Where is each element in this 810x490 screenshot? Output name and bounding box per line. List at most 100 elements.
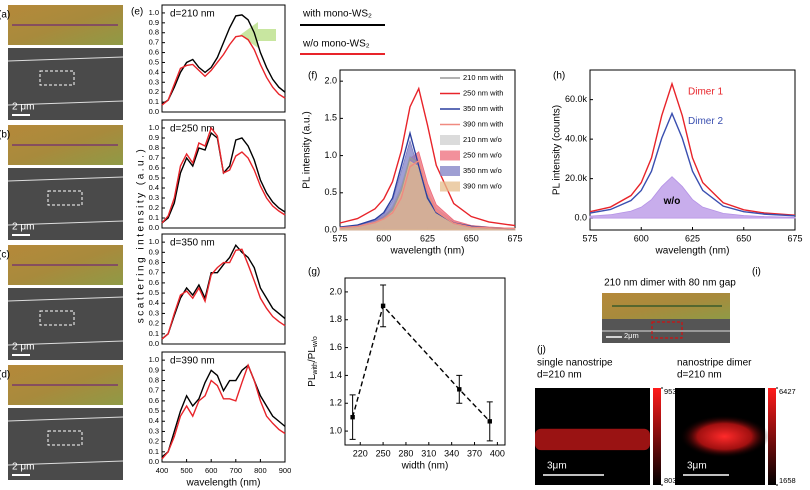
annotation: d=350 nm (170, 238, 215, 249)
y-tick-label: 0.8 (149, 258, 159, 267)
point (350, 414, 355, 420)
panel-label: (b) (0, 130, 10, 141)
line (161, 34, 286, 106)
stripe (7, 100, 124, 106)
point (487, 419, 492, 424)
legend-swatch (440, 135, 460, 145)
x-tick-label: 340 (444, 448, 459, 458)
map-title: nanostripe dimer (677, 358, 752, 369)
y-axis-label: PL intensity (a.u.) (302, 111, 313, 188)
y-tick-label: 0.7 (149, 153, 159, 162)
y-axis-label-part: PL (307, 374, 318, 387)
y-axis-label: PL intensity (counts) (552, 105, 563, 195)
roi (651, 321, 683, 339)
y-tick-label: 0.8 (149, 143, 159, 152)
panel-label: (h) (553, 71, 565, 82)
y-tick-label: 0.4 (149, 67, 159, 76)
series-label: w/o (663, 196, 681, 207)
panel-label: (j) (537, 345, 546, 356)
line (161, 126, 286, 224)
plot-frame (161, 4, 286, 113)
y-tick-label: 1.2 (329, 398, 342, 408)
map-title: single nanostripe (537, 358, 613, 369)
y-tick-label: 0.3 (149, 308, 159, 317)
x-tick-label: 575 (332, 233, 347, 243)
y-tick-label: 0.9 (149, 133, 159, 142)
annotation: d=390 nm (170, 356, 215, 367)
y-tick-label: 0.8 (149, 376, 159, 385)
scale-label: 2 μm (12, 342, 34, 353)
legend-label: 350 nm with (463, 104, 503, 113)
annotation: d=250 nm (170, 124, 215, 135)
y-tick-label: 0.2 (149, 437, 159, 446)
y-tick-label: 0.1 (149, 213, 159, 222)
x-tick-label: 600 (205, 466, 218, 475)
plot-frame (344, 277, 506, 446)
y-tick-label: 0.0 (149, 457, 159, 466)
x-axis-label: wavelength (nm) (186, 478, 261, 489)
series-label: Dimer 2 (688, 116, 723, 127)
legend-label: 390 nm w/o (463, 181, 502, 190)
y-tick-label: 0.3 (149, 77, 159, 86)
y-tick-label: 1.5 (324, 113, 337, 123)
y-tick-label: 0.2 (149, 87, 159, 96)
plot-frame (161, 233, 286, 345)
x-tick-label: 575 (582, 233, 597, 243)
panel-label: (i) (752, 267, 761, 278)
line (161, 14, 286, 105)
line (339, 159, 516, 230)
y-tick-label: 0.2 (149, 203, 159, 212)
y-tick-label: 40.0k (565, 134, 588, 144)
signal (679, 415, 770, 458)
scale-label: 3μm (687, 461, 707, 472)
colorbar-label: 6427 (779, 387, 796, 396)
colorbar-label: 803 (664, 476, 677, 485)
x-tick-label: 625 (685, 233, 700, 243)
y-tick-label: 0.7 (149, 38, 159, 47)
line (161, 131, 286, 224)
y-tick-label: 0.5 (149, 57, 159, 66)
y-tick-label: 0.9 (149, 18, 159, 27)
y-tick-label: 0.0 (149, 339, 159, 348)
line (161, 243, 286, 340)
area (589, 176, 796, 219)
y-tick-label: 20.0k (565, 173, 588, 183)
panel-label: (d) (0, 370, 10, 381)
map-title: d=210 nm (537, 370, 582, 381)
stripe (7, 460, 124, 466)
y-tick-label: 2.0 (329, 286, 342, 296)
panel-label: (g) (308, 267, 320, 278)
legend-swatch (440, 150, 460, 161)
y-tick-label: 0.1 (149, 447, 159, 456)
roi (39, 70, 75, 86)
y-tick-label: 0.5 (149, 288, 159, 297)
y-tick-label: 0.9 (149, 247, 159, 256)
y-tick-label: 0.4 (149, 183, 159, 192)
y-tick-label: 0.6 (149, 163, 159, 172)
stripe (7, 296, 124, 302)
roi (39, 310, 75, 326)
signal (535, 428, 650, 451)
x-tick-label: 650 (464, 233, 479, 243)
legend-label: with mono-WS₂ (302, 9, 372, 20)
line (351, 304, 491, 422)
y-tick-label: 0.0 (574, 213, 587, 223)
legend-label: 350 nm w/o (463, 166, 502, 175)
y-tick-label: 0.3 (149, 193, 159, 202)
line (161, 248, 286, 340)
y-tick-label: 0.0 (149, 107, 159, 116)
y-tick-label: 0.0 (149, 223, 159, 232)
y-tick-label: 1.6 (329, 342, 342, 352)
y-tick-label: 1.0 (329, 425, 342, 435)
y-tick-label: 0.7 (149, 268, 159, 277)
legend-label: 390 nm with (463, 119, 503, 128)
panel-label: (c) (0, 250, 10, 261)
y-tick-label: 0.7 (149, 386, 159, 395)
panel-label: (a) (0, 10, 10, 21)
y-tick-label: 1.8 (329, 314, 342, 324)
legend-label: 250 nm with (463, 88, 503, 97)
stripe (7, 176, 124, 182)
scale-label: 2 μm (12, 462, 34, 473)
y-tick-label: 0.1 (149, 329, 159, 338)
line (589, 81, 796, 216)
